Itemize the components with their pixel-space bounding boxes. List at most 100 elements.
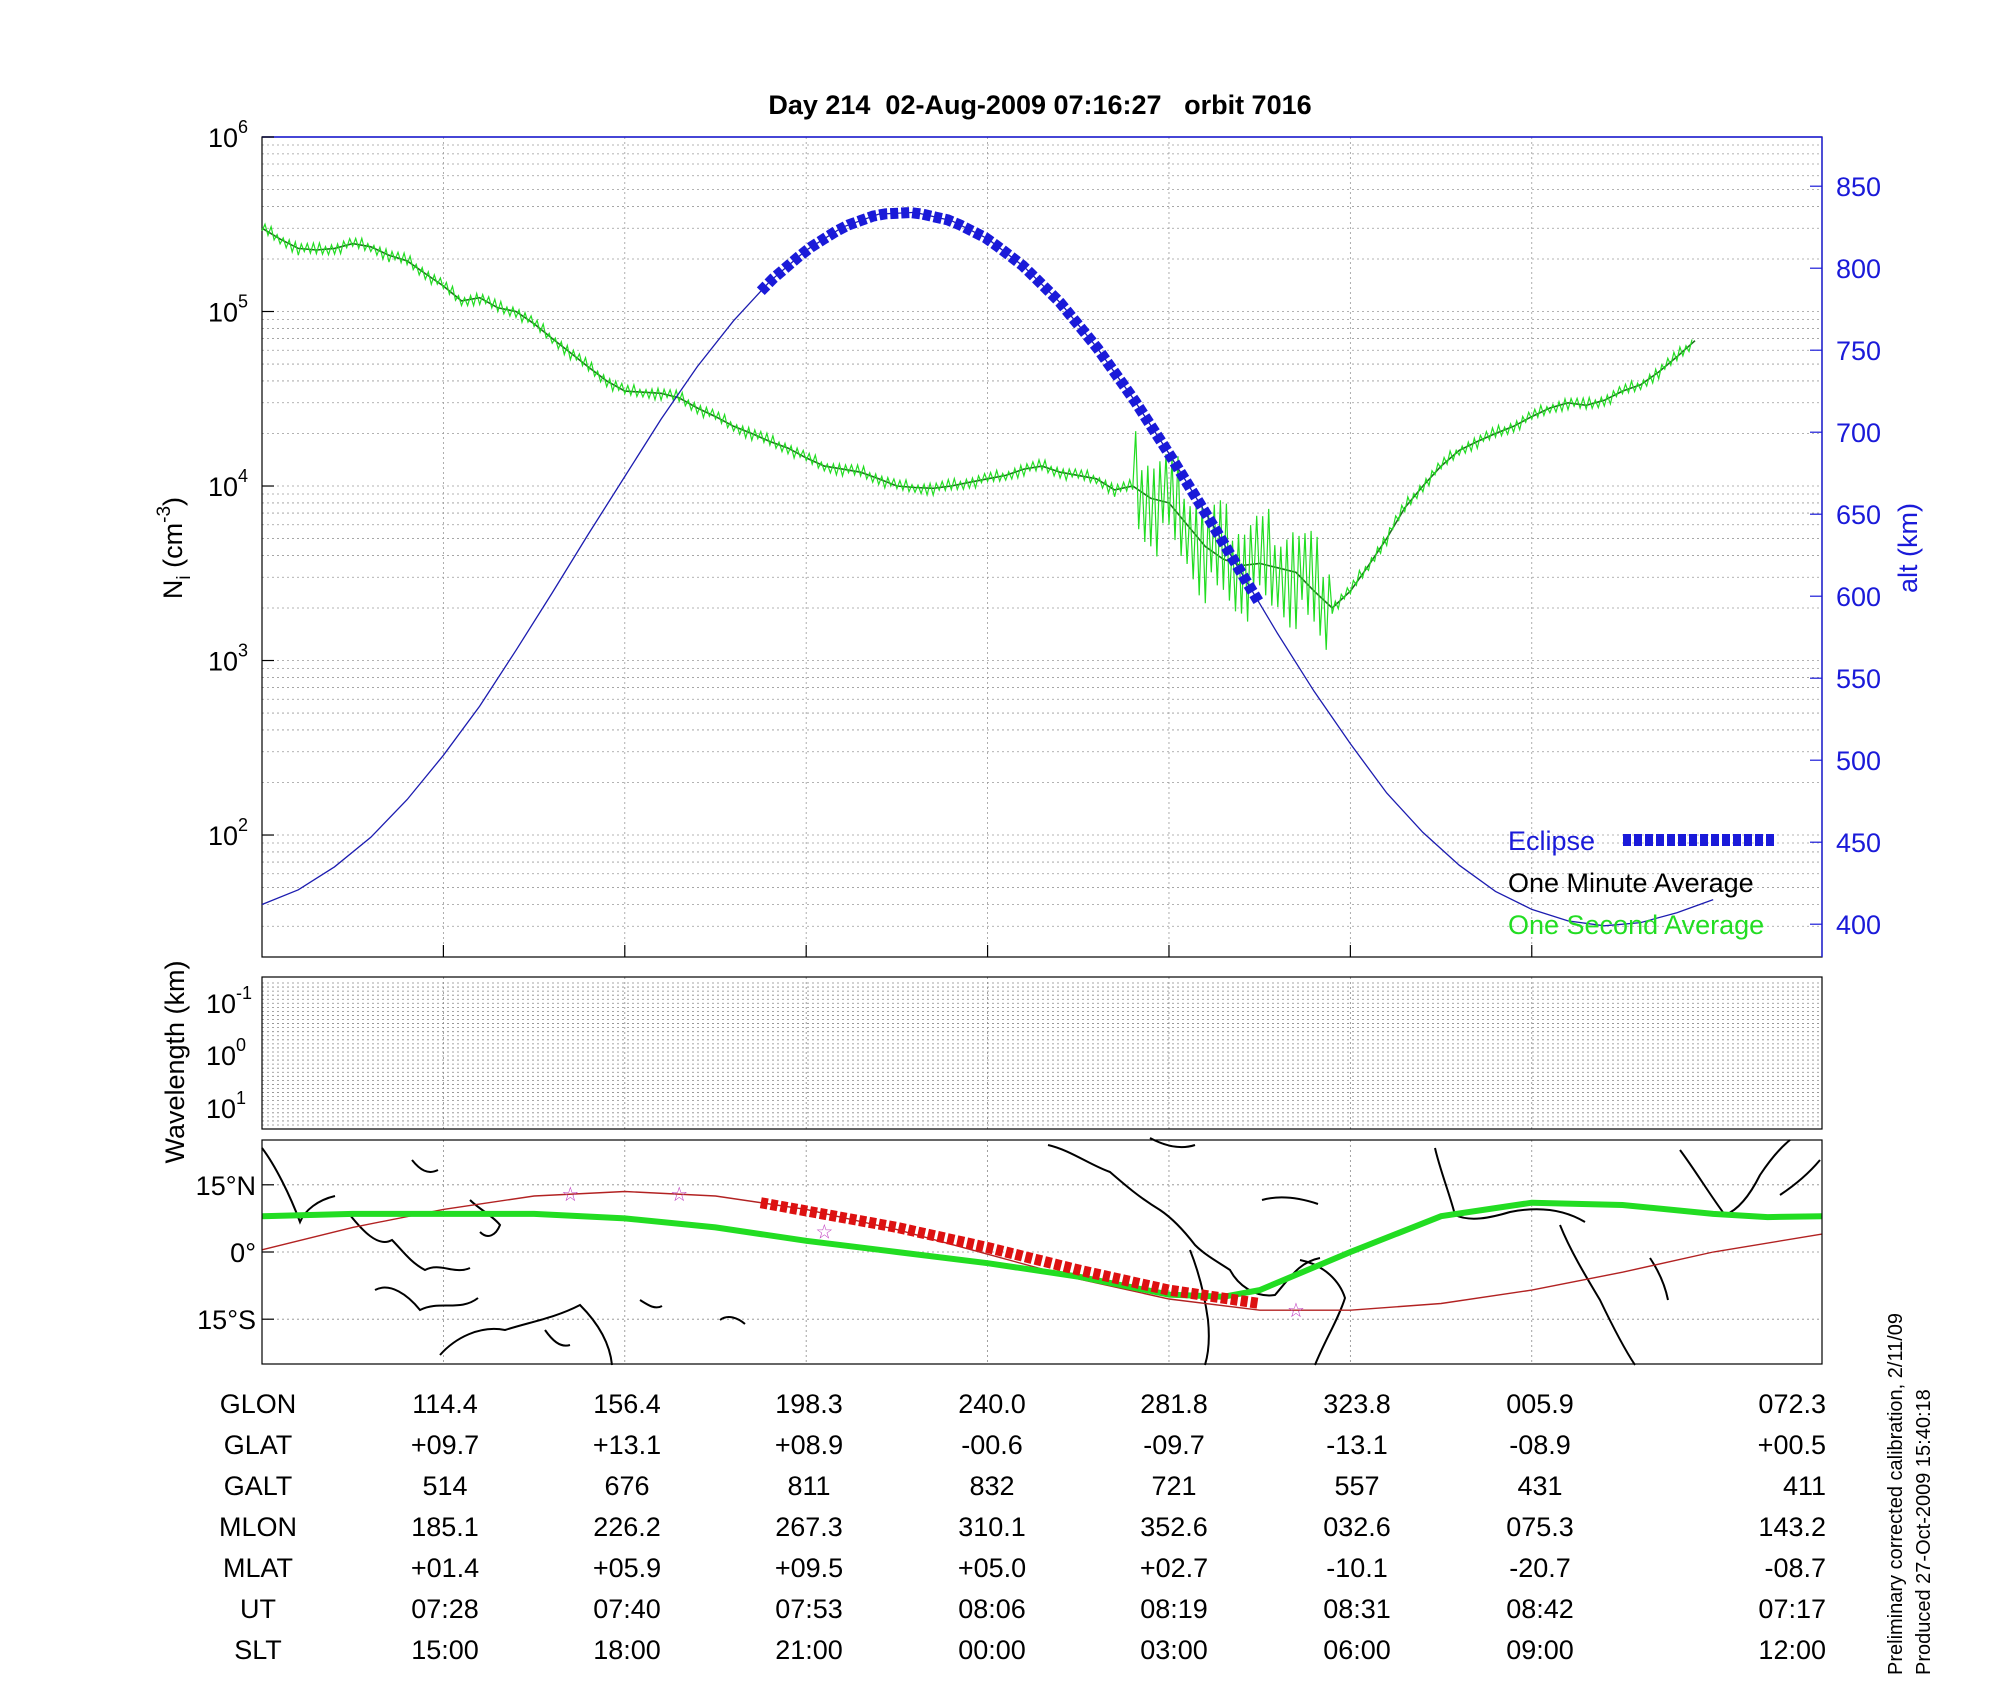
wavelength-y-ticks: 10-1 100 101 [206, 983, 252, 1124]
produced-note: Produced 27-Oct-2009 15:40:18 [1913, 1389, 1935, 1675]
map-coastlines [261, 1137, 1821, 1366]
table-cell: 075.3 [1506, 1512, 1574, 1542]
star-marker: ☆ [815, 1221, 833, 1243]
table-cell: +09.7 [411, 1430, 479, 1460]
table-cell: +02.7 [1140, 1553, 1208, 1583]
density-grid [262, 136, 1822, 958]
legend-one-minute-label: One Minute Average [1508, 868, 1754, 898]
table-row-label: GLAT [224, 1430, 293, 1460]
wavelength-grid [262, 977, 1822, 1129]
table-cell: 310.1 [958, 1512, 1026, 1542]
lat-tick-label: 15°N [196, 1171, 256, 1201]
map-y-ticks: 15°N 0° 15°S [196, 1171, 274, 1335]
table-cell: 08:42 [1506, 1594, 1574, 1624]
table-cell: 267.3 [775, 1512, 843, 1542]
density-axis-label: Ni (cm-3) [154, 497, 195, 599]
table-cell: 08:31 [1323, 1594, 1391, 1624]
geographic-track-line [261, 1190, 1823, 1311]
table-row-label: UT [240, 1594, 276, 1624]
table-cell: 15:00 [411, 1635, 479, 1665]
wavelength-tick-label: 101 [206, 1088, 246, 1124]
table-row-label: MLAT [223, 1553, 293, 1583]
table-cell: 198.3 [775, 1389, 843, 1419]
density-x-ticks [442, 945, 1533, 957]
table-cell: +05.9 [593, 1553, 661, 1583]
table-cell: -08.7 [1764, 1553, 1826, 1583]
table-cell: -10.1 [1326, 1553, 1388, 1583]
table-row-label: GALT [224, 1471, 293, 1501]
table-cell: 07:40 [593, 1594, 661, 1624]
y-tick-label: 104 [208, 466, 248, 502]
y-tick-label: 102 [208, 815, 248, 851]
eclipse-track-segment [759, 1197, 1261, 1309]
alt-tick-label: 800 [1836, 254, 1881, 284]
y-tick-label: 105 [208, 292, 248, 328]
alt-tick-label: 400 [1836, 910, 1881, 940]
alt-tick-label: 650 [1836, 500, 1881, 530]
legend: Eclipse One Minute Average One Second Av… [1508, 826, 1775, 940]
table-cell: +00.5 [1758, 1430, 1826, 1460]
table-cell: +09.5 [775, 1553, 843, 1583]
table-cell: 557 [1334, 1471, 1379, 1501]
lat-tick-label: 0° [230, 1238, 256, 1268]
table-cell: 12:00 [1758, 1635, 1826, 1665]
legend-eclipse-label: Eclipse [1508, 826, 1595, 856]
legend-one-second-label: One Second Average [1508, 910, 1764, 940]
table-cell: 06:00 [1323, 1635, 1391, 1665]
table-cell: +13.1 [593, 1430, 661, 1460]
table-cell: -00.6 [961, 1430, 1023, 1460]
wavelength-plot-frame [261, 976, 1823, 1130]
table-cell: 143.2 [1758, 1512, 1826, 1542]
alt-tick-label: 750 [1836, 336, 1881, 366]
alt-tick-label: 550 [1836, 664, 1881, 694]
altitude-y-ticks: 400 450 500 550 600 650 700 750 800 850 [1810, 172, 1881, 940]
lat-tick-label: 15°S [197, 1305, 256, 1335]
star-marker: ☆ [561, 1184, 579, 1206]
table-cell: 03:00 [1140, 1635, 1208, 1665]
table-row-label: SLT [234, 1635, 282, 1665]
wavelength-axis-label: Wavelength (km) [160, 960, 190, 1163]
table-cell: 005.9 [1506, 1389, 1574, 1419]
table-cell: 240.0 [958, 1389, 1026, 1419]
alt-tick-label: 600 [1836, 582, 1881, 612]
star-marker: ☆ [1287, 1300, 1305, 1322]
table-cell: 07:53 [775, 1594, 843, 1624]
alt-tick-label: 450 [1836, 828, 1881, 858]
density-vertical-grid [442, 137, 1533, 957]
table-cell: -08.9 [1509, 1430, 1571, 1460]
table-cell: 721 [1151, 1471, 1196, 1501]
table-cell: 114.4 [412, 1389, 478, 1419]
altitude-axis-label: alt (km) [1893, 503, 1923, 593]
star-marker: ☆ [670, 1184, 688, 1206]
orbit-parameter-table: GLON 114.4 156.4 198.3 240.0 281.8 323.8 005.9 0… [219, 1389, 1826, 1665]
one-second-average-line [261, 222, 1693, 650]
table-cell: 323.8 [1323, 1389, 1391, 1419]
table-cell: 832 [969, 1471, 1014, 1501]
map-grid [262, 1140, 1822, 1364]
eclipse-segment [756, 207, 1265, 607]
table-cell: +08.9 [775, 1430, 843, 1460]
table-cell: 185.1 [411, 1512, 479, 1542]
one-minute-average-line [261, 227, 1696, 610]
table-row-label: MLON [219, 1512, 297, 1542]
y-tick-label: 103 [208, 641, 248, 677]
table-cell: 156.4 [593, 1389, 661, 1419]
table-cell: 032.6 [1323, 1512, 1391, 1542]
table-cell: -20.7 [1509, 1553, 1571, 1583]
wavelength-tick-label: 100 [206, 1035, 246, 1071]
table-cell: 09:00 [1506, 1635, 1574, 1665]
table-cell: 411 [1783, 1471, 1826, 1501]
table-cell: 07:28 [411, 1594, 479, 1624]
table-cell: -09.7 [1143, 1430, 1205, 1460]
table-cell: +01.4 [411, 1553, 479, 1583]
map-markers: ☆ ☆ ☆ ☆ [561, 1184, 1305, 1322]
table-cell: 811 [787, 1471, 830, 1501]
chart-title: Day 214 02-Aug-2009 07:16:27 orbit 7016 [768, 90, 1311, 120]
table-cell: +05.0 [958, 1553, 1026, 1583]
table-row-label: GLON [220, 1389, 297, 1419]
calibration-note: Preliminary corrected calibration, 2/11/… [1885, 1313, 1907, 1675]
table-cell: 281.8 [1140, 1389, 1208, 1419]
table-cell: 18:00 [593, 1635, 661, 1665]
density-y-ticks: 102 103 104 105 106 [208, 117, 274, 851]
